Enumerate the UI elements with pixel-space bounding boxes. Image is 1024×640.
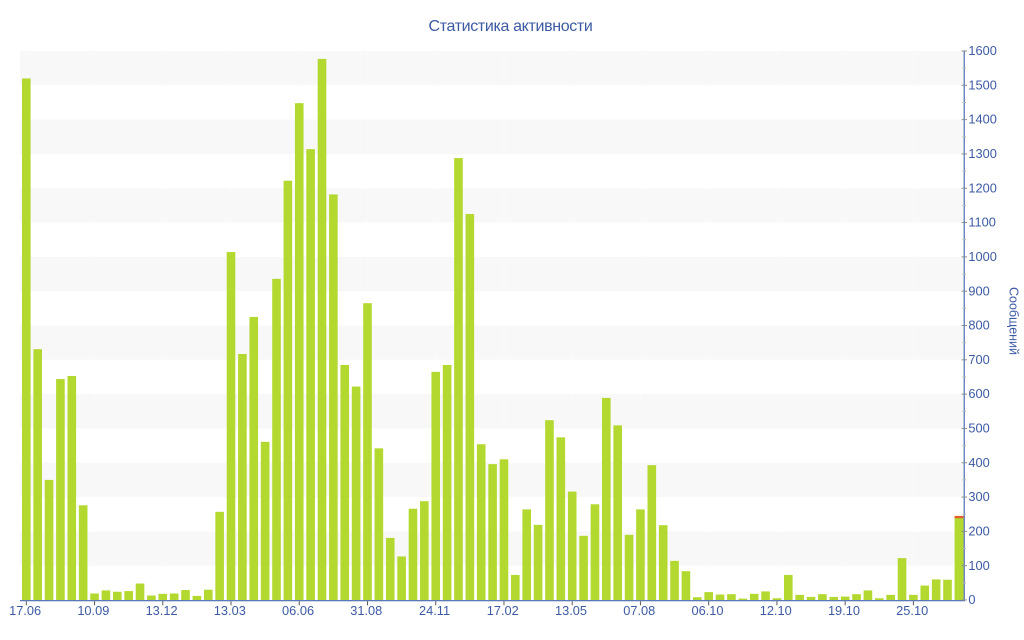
svg-text:10.09: 10.09 [77, 603, 109, 618]
svg-text:25.10: 25.10 [896, 603, 928, 618]
svg-text:24.11: 24.11 [419, 603, 450, 618]
svg-text:1200: 1200 [968, 180, 996, 195]
svg-text:13.12: 13.12 [146, 603, 178, 618]
svg-text:900: 900 [968, 283, 989, 298]
svg-text:13.05: 13.05 [555, 603, 587, 618]
svg-text:1400: 1400 [968, 112, 996, 127]
svg-text:1300: 1300 [968, 146, 996, 161]
svg-text:12.10: 12.10 [760, 603, 792, 618]
svg-text:17.06: 17.06 [9, 603, 41, 618]
svg-text:600: 600 [968, 386, 989, 401]
svg-text:100: 100 [968, 558, 989, 573]
svg-text:19.10: 19.10 [828, 603, 860, 618]
svg-text:1100: 1100 [968, 215, 996, 230]
svg-text:400: 400 [968, 455, 989, 470]
svg-text:1500: 1500 [968, 77, 996, 92]
svg-text:17.02: 17.02 [487, 603, 519, 618]
svg-text:1000: 1000 [968, 249, 996, 264]
svg-text:800: 800 [968, 318, 989, 333]
svg-text:700: 700 [968, 352, 989, 367]
svg-text:06.06: 06.06 [282, 603, 314, 618]
svg-text:07.08: 07.08 [623, 603, 655, 618]
svg-text:06.10: 06.10 [691, 603, 723, 618]
svg-text:1600: 1600 [968, 43, 996, 58]
svg-text:Статистика активности: Статистика активности [429, 18, 593, 35]
svg-text:200: 200 [968, 523, 989, 538]
svg-text:Сообщений: Сообщений [1007, 287, 1021, 355]
svg-text:0: 0 [968, 592, 975, 607]
svg-text:31.08: 31.08 [350, 603, 382, 618]
svg-text:300: 300 [968, 489, 989, 504]
svg-text:500: 500 [968, 421, 989, 436]
svg-text:13.03: 13.03 [214, 603, 246, 618]
